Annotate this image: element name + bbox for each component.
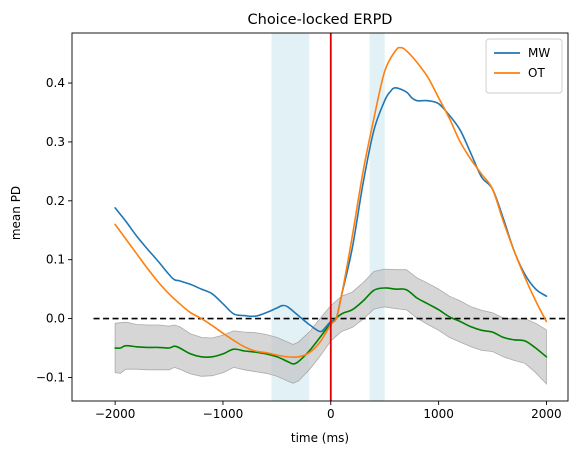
series-line-ot <box>114 46 548 358</box>
y-tick-label: 0.0 <box>46 312 65 326</box>
plot-frame <box>71 32 569 402</box>
y-tick-label: 0.1 <box>46 253 65 267</box>
legend-box <box>485 38 563 94</box>
y-axis-title: mean PD <box>9 186 23 240</box>
x-tick-label: 1000 <box>423 407 454 421</box>
y-tick-label: 0.3 <box>46 135 65 149</box>
legend-label-mw: MW <box>528 46 550 60</box>
legend-label-ot: OT <box>528 66 545 80</box>
y-tick-label: 0.4 <box>46 76 65 90</box>
x-tick-label: −2000 <box>95 407 136 421</box>
y-axis: −0.1 0.0 0.1 0.2 0.3 0.4 <box>36 76 72 384</box>
x-tick-label: −1000 <box>203 407 244 421</box>
x-tick-label: 2000 <box>531 407 562 421</box>
chart-title: Choice-locked ERPD <box>248 12 393 28</box>
x-axis: −2000 −1000 0 1000 2000 <box>95 401 562 421</box>
y-tick-label: −0.1 <box>36 370 65 384</box>
y-tick-label: 0.2 <box>46 194 65 208</box>
series-line-difference <box>114 287 548 365</box>
x-tick-label: 0 <box>327 407 335 421</box>
highlight-window-2 <box>369 33 385 401</box>
legend: MW OT <box>485 38 563 94</box>
series-lines <box>114 33 548 401</box>
axes-frame <box>71 32 569 402</box>
x-axis-title: time (ms) <box>291 431 349 445</box>
